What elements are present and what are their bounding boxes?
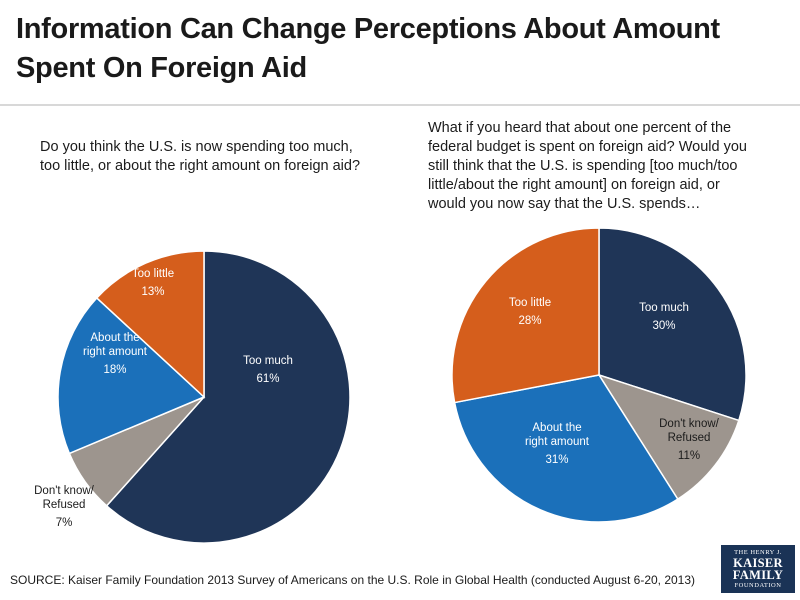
pie-2-slice-too-much bbox=[598, 227, 747, 422]
pie-2-label-about-right: About the right amount 31% bbox=[525, 422, 590, 466]
pie-2-slice-about-right bbox=[453, 374, 679, 523]
chart-title: Information Can Change Perceptions About… bbox=[16, 13, 720, 84]
pie-2-question: What if you heard that about one percent… bbox=[428, 120, 747, 212]
pie-1-slice-too-little bbox=[95, 250, 205, 399]
kff-logo: THE HENRY J. KAISER FAMILY FOUNDATION bbox=[721, 545, 795, 593]
pie-2-slice-too-little bbox=[451, 227, 600, 404]
logo-line-2b: FAMILY bbox=[732, 568, 784, 582]
pie-1-label-too-little: Too little 13% bbox=[132, 268, 174, 298]
pie-2-label-dont-know: Don't know/Refused 11% bbox=[659, 418, 720, 462]
pie-1-slice-about-right bbox=[57, 296, 206, 455]
pie-2-slice-dont-know bbox=[597, 373, 740, 501]
pie-1-label-too-much: Too much 61% bbox=[243, 355, 293, 385]
logo-line-1: THE HENRY J. bbox=[734, 549, 782, 556]
pie-2-label-too-little: Too little 28% bbox=[509, 297, 551, 327]
title-divider bbox=[0, 104, 800, 106]
pie-1-label-dont-know: Don't know/Refused 7% bbox=[34, 485, 95, 529]
source-note: SOURCE: Kaiser Family Foundation 2013 Su… bbox=[10, 573, 696, 587]
logo-line-3: FOUNDATION bbox=[734, 582, 782, 589]
pie-1-question: Do you think the U.S. is now spending to… bbox=[40, 139, 361, 174]
pie-1-label-about-right: About the right amount 18% bbox=[83, 332, 148, 376]
pie-1-slice-too-much bbox=[105, 250, 351, 544]
logo-line-2a: KAISER bbox=[733, 556, 783, 570]
pie-2-label-too-much: Too much 30% bbox=[639, 302, 689, 332]
